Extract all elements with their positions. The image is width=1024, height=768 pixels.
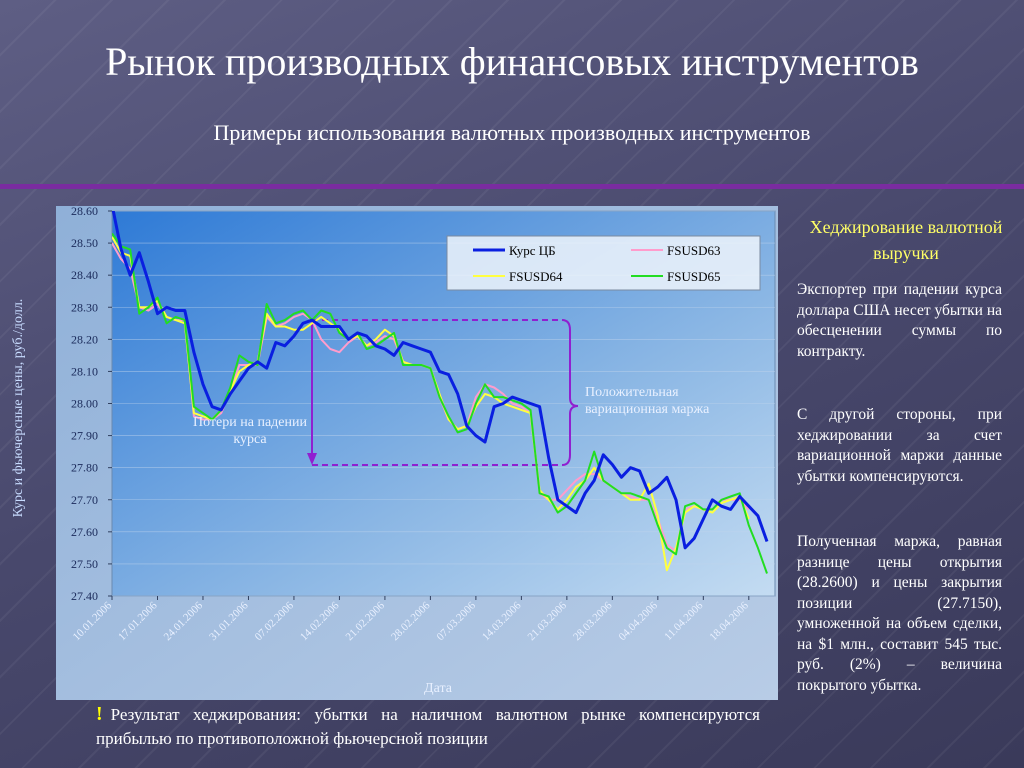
annotation: Потери на падении курса [193, 415, 307, 447]
y-axis-label: Курс и фьючерсные цены, руб./долл. [11, 299, 26, 518]
y-tick-label: 27.90 [71, 429, 98, 443]
paragraph: Экспортер при падении курса доллара США … [797, 281, 1002, 360]
side-heading: Хеджирование валютной выручки [809, 217, 1003, 263]
legend-label: Курс ЦБ [509, 243, 556, 258]
slide-subtitle: Примеры использования валютных производн… [213, 120, 811, 145]
y-tick-label: 28.40 [71, 268, 98, 282]
series-line [112, 211, 769, 550]
paragraph: Полученная маржа, равная разнице цены от… [797, 533, 1002, 694]
legend-label: FSUSD64 [509, 269, 563, 284]
y-tick-label: 27.40 [71, 589, 98, 603]
brace [561, 319, 579, 466]
y-tick-label: 27.50 [71, 557, 98, 571]
y-tick-label: 27.80 [71, 461, 98, 475]
y-tick-label: 28.60 [71, 204, 98, 218]
divider [0, 184, 1024, 189]
annotation: Положительная вариационная маржа [585, 385, 710, 417]
footer: ! Результат хеджирования: убытки на налич… [96, 702, 760, 751]
arrow-head [307, 453, 317, 465]
y-tick-label: 28.20 [71, 332, 98, 346]
y-tick-label: 27.60 [71, 525, 98, 539]
series-group [112, 211, 769, 574]
y-tick-label: 27.70 [71, 493, 98, 507]
y-tick-label: 28.00 [71, 397, 98, 411]
y-tick-label: 28.50 [71, 236, 98, 250]
slide-title: Рынок производных финансовых инструменто… [105, 39, 919, 84]
y-tick-label: 28.10 [71, 364, 98, 378]
footer-text: Результат хеджирования: убытки на наличн… [96, 705, 760, 748]
legend [446, 235, 761, 291]
x-axis-label: Дата [424, 681, 453, 696]
paragraph: С другой стороны, при хеджировании за сч… [797, 406, 1002, 485]
y-tick-label: 28.30 [71, 300, 98, 314]
legend-label: FSUSD63 [667, 243, 720, 258]
legend-label: FSUSD65 [667, 269, 720, 284]
exclamation: ! [96, 703, 103, 725]
